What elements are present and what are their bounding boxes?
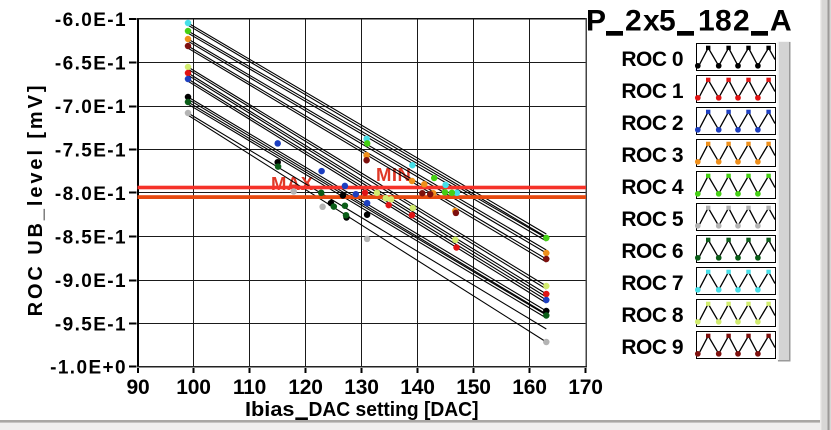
svg-text:ROC 8: ROC 8 <box>621 304 684 327</box>
svg-text:120: 120 <box>288 376 322 399</box>
svg-text:MIN: MIN <box>376 164 411 185</box>
svg-text:DAC setting [DAC]: DAC setting [DAC] <box>309 398 479 421</box>
svg-text:140: 140 <box>400 376 434 399</box>
svg-text:ROC UB_level [mV]: ROC UB_level [mV] <box>25 83 47 317</box>
svg-text:90: 90 <box>127 376 150 399</box>
svg-text:170: 170 <box>568 376 602 399</box>
svg-text:110: 110 <box>233 376 266 399</box>
svg-text:ROC 2: ROC 2 <box>621 112 683 135</box>
svg-text:ROC 3: ROC 3 <box>621 144 683 167</box>
svg-text:ROC 0: ROC 0 <box>621 48 683 71</box>
svg-text:ROC 7: ROC 7 <box>621 272 683 295</box>
svg-text:ROC 9: ROC 9 <box>621 336 683 359</box>
svg-text:ROC 4: ROC 4 <box>621 176 684 199</box>
svg-text:-8.0E-1: -8.0E-1 <box>55 184 127 205</box>
svg-text:150: 150 <box>456 376 490 399</box>
svg-text:160: 160 <box>512 376 546 399</box>
svg-text:-7.0E-1: -7.0E-1 <box>55 97 127 118</box>
svg-text:-1.0E+0: -1.0E+0 <box>50 358 127 379</box>
svg-text:ROC 5: ROC 5 <box>621 208 684 231</box>
svg-text:130: 130 <box>344 376 378 399</box>
svg-text:ROC 1: ROC 1 <box>621 80 684 103</box>
svg-text:-7.5E-1: -7.5E-1 <box>55 141 127 162</box>
svg-text:-8.5E-1: -8.5E-1 <box>55 228 127 249</box>
svg-text:-6.5E-1: -6.5E-1 <box>55 54 127 75</box>
svg-text:-9.5E-1: -9.5E-1 <box>55 315 127 336</box>
svg-text:ROC 6: ROC 6 <box>621 240 683 263</box>
svg-text:-6.0E-1: -6.0E-1 <box>55 10 127 31</box>
svg-text:Ibias: Ibias <box>245 398 295 421</box>
svg-text:100: 100 <box>176 376 210 399</box>
svg-text:-9.0E-1: -9.0E-1 <box>55 271 127 292</box>
